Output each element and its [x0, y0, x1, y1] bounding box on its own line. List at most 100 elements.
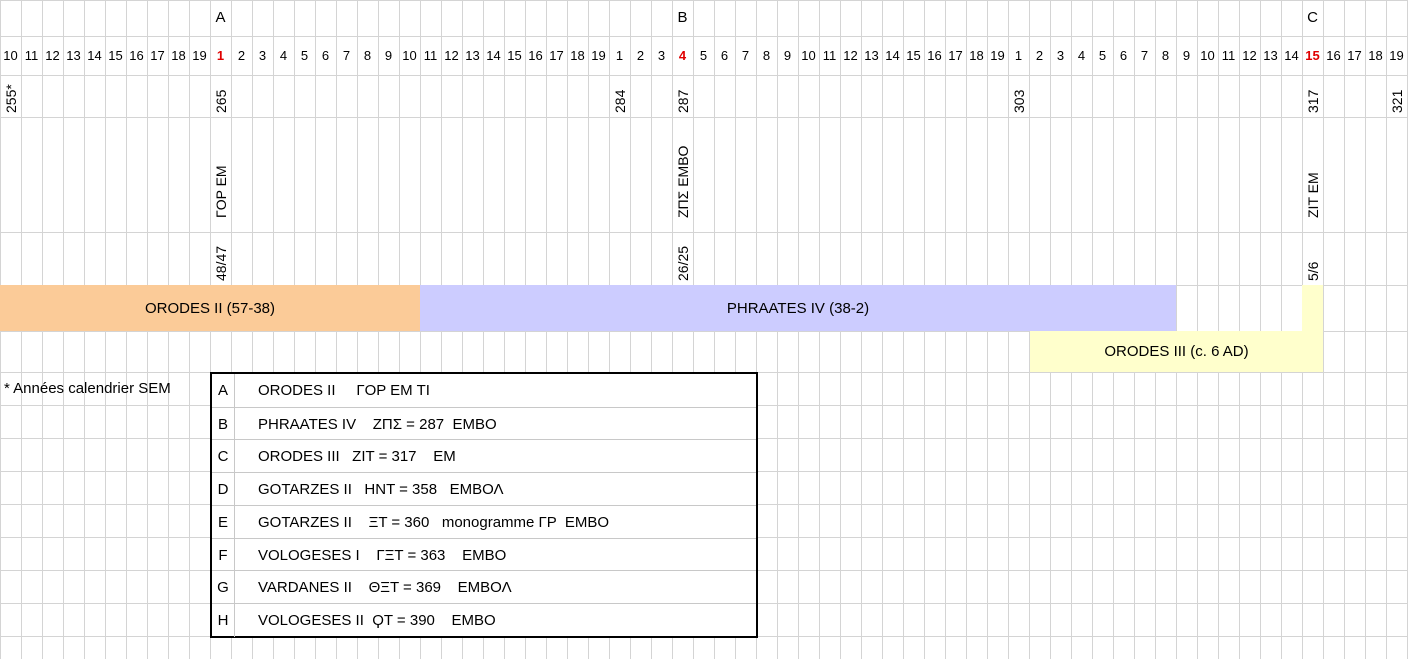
legend-row: A ORODES II ΓΟΡ ΕΜ ΤΙ	[212, 374, 756, 407]
column-number: 7	[741, 48, 750, 63]
reign-band: ORODES II (57-38)	[0, 285, 420, 331]
column-number: 10	[3, 48, 18, 63]
legend-row: D GOTARZES II ΗΝΤ = 358 ΕΜΒΟΛ	[212, 472, 756, 507]
column-number: 16	[528, 48, 543, 63]
column-number: 8	[363, 48, 372, 63]
column-number: 6	[321, 48, 330, 63]
column-number: 1	[615, 48, 624, 63]
column-number: 12	[444, 48, 459, 63]
column-number: 4	[1077, 48, 1086, 63]
column-number: 3	[657, 48, 666, 63]
column-number: 15	[906, 48, 921, 63]
column-number: 14	[87, 48, 102, 63]
column-number: 6	[1119, 48, 1128, 63]
year-label: 255*	[3, 84, 19, 113]
column-number: 18	[1368, 48, 1383, 63]
column-number: 5	[699, 48, 708, 63]
legend-row: H VOLOGESES II ϘΤ = 390 ΕΜΒΟ	[212, 602, 756, 637]
column-number: 6	[720, 48, 729, 63]
legend-letter: D	[212, 473, 235, 507]
legend-text: GOTARZES II ΗΝΤ = 358 ΕΜΒΟΛ	[258, 481, 504, 499]
column-number: 17	[549, 48, 564, 63]
column-number: 16	[129, 48, 144, 63]
column-number: 12	[843, 48, 858, 63]
inscription-label: ΖΠΣ ΕΜΒΟ	[675, 145, 691, 218]
column-number: 15	[1305, 48, 1320, 63]
date-label: 5/6	[1305, 261, 1321, 281]
column-number: 14	[885, 48, 900, 63]
column-number: 19	[192, 48, 207, 63]
year-label: 317	[1305, 89, 1321, 113]
column-number: 14	[486, 48, 501, 63]
column-number: 11	[423, 48, 438, 63]
legend-letter: G	[212, 571, 235, 605]
column-number: 11	[24, 48, 39, 63]
legend-text: ORODES II ΓΟΡ ΕΜ ΤΙ	[258, 382, 430, 399]
column-number: 12	[45, 48, 60, 63]
date-label: 48/47	[213, 245, 229, 281]
legend-row: E GOTARZES II ΞΤ = 360 monogramme ΓΡ ΕΜΒΟ	[212, 504, 756, 539]
reign-band-extension	[1302, 285, 1323, 331]
inscription-label: ΖΙΤ ΕΜ	[1305, 172, 1321, 218]
column-number: 5	[300, 48, 309, 63]
marker-letter: A	[215, 9, 226, 26]
column-number: 4	[678, 48, 687, 63]
year-label: 284	[612, 89, 628, 113]
legend-text: VARDANES II ΘΞΤ = 369 ΕΜΒΟΛ	[258, 579, 512, 597]
marker-letter: C	[1307, 9, 1318, 26]
column-number: 9	[1182, 48, 1191, 63]
column-number: 7	[1140, 48, 1149, 63]
column-number: 15	[108, 48, 123, 63]
column-number: 12	[1242, 48, 1257, 63]
column-number: 16	[927, 48, 942, 63]
column-number: 13	[465, 48, 480, 63]
column-number: 10	[801, 48, 816, 63]
column-number: 17	[150, 48, 165, 63]
column-number: 3	[1056, 48, 1065, 63]
column-number: 19	[591, 48, 606, 63]
year-label: 265	[213, 89, 229, 113]
column-number: 19	[1389, 48, 1404, 63]
column-number: 11	[822, 48, 837, 63]
legend-letter: F	[212, 538, 235, 572]
legend-text: GOTARZES II ΞΤ = 360 monogramme ΓΡ ΕΜΒΟ	[258, 513, 610, 531]
year-label: 321	[1389, 89, 1405, 113]
legend-text: PHRAATES IV ΖΠΣ = 287 ΕΜΒΟ	[258, 415, 497, 433]
column-number: 15	[507, 48, 522, 63]
legend-row: C ORODES III ΖΙΤ = 317 ΕΜ	[212, 439, 756, 474]
column-number: 3	[258, 48, 267, 63]
column-number: 1	[1014, 48, 1023, 63]
legend-text: ORODES III ΖΙΤ = 317 ΕΜ	[258, 448, 456, 466]
column-number: 18	[969, 48, 984, 63]
column-number: 8	[762, 48, 771, 63]
year-label: 303	[1011, 89, 1027, 113]
date-label: 26/25	[675, 245, 691, 281]
column-number: 10	[402, 48, 417, 63]
column-number: 1	[216, 48, 225, 63]
column-number: 2	[237, 48, 246, 63]
column-number: 14	[1284, 48, 1299, 63]
column-number: 18	[171, 48, 186, 63]
legend-letter: E	[212, 505, 235, 539]
column-number: 19	[990, 48, 1005, 63]
column-number: 5	[1098, 48, 1107, 63]
legend-row: G VARDANES II ΘΞΤ = 369 ΕΜΒΟΛ	[212, 570, 756, 605]
reign-band: PHRAATES IV (38-2)	[420, 285, 1176, 331]
reign-band: ORODES III (c. 6 AD)	[1030, 331, 1323, 372]
inscription-label: ΓΟΡ ΕΜ	[213, 165, 229, 218]
marker-letter: B	[677, 9, 688, 26]
legend-row: B PHRAATES IV ΖΠΣ = 287 ΕΜΒΟ	[212, 406, 756, 441]
column-number: 13	[1263, 48, 1278, 63]
legend-letter: C	[212, 440, 235, 474]
column-number: 13	[66, 48, 81, 63]
column-number: 2	[1035, 48, 1044, 63]
column-number: 4	[279, 48, 288, 63]
legend-text: VOLOGESES II ϘΤ = 390 ΕΜΒΟ	[258, 611, 496, 629]
column-number: 9	[384, 48, 393, 63]
column-number: 16	[1326, 48, 1341, 63]
column-number: 17	[948, 48, 963, 63]
legend-letter: A	[212, 374, 235, 407]
column-number: 18	[570, 48, 585, 63]
column-number: 7	[342, 48, 351, 63]
